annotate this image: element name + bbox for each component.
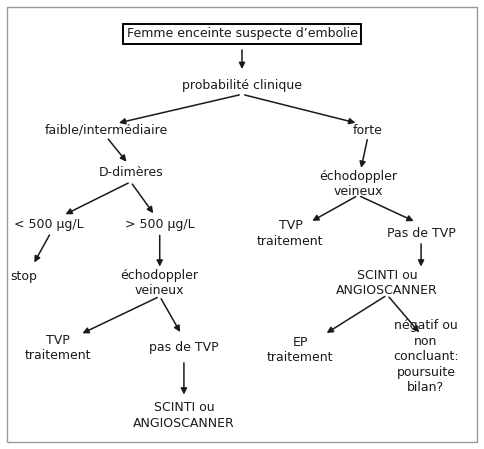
Text: SCINTI ou
ANGIOSCANNER: SCINTI ou ANGIOSCANNER [336,269,438,297]
Text: négatif ou
non
concluant:
poursuite
bilan?: négatif ou non concluant: poursuite bila… [393,319,459,395]
Text: Pas de TVP: Pas de TVP [387,227,455,240]
Text: SCINTI ou
ANGIOSCANNER: SCINTI ou ANGIOSCANNER [133,401,235,430]
Text: TVP
traitement: TVP traitement [25,334,91,362]
Text: faible/intermédiaire: faible/intermédiaire [45,124,168,136]
Text: > 500 μg/L: > 500 μg/L [125,218,195,231]
Text: échodoppler
veineux: échodoppler veineux [319,170,397,198]
Text: pas de TVP: pas de TVP [149,342,219,354]
Text: Femme enceinte suspecte d’embolie: Femme enceinte suspecte d’embolie [126,27,358,40]
Text: < 500 μg/L: < 500 μg/L [14,218,83,231]
Text: échodoppler
veineux: échodoppler veineux [121,269,199,297]
Text: D-dimères: D-dimères [98,167,163,179]
Text: probabilité clinique: probabilité clinique [182,79,302,92]
Text: TVP
traitement: TVP traitement [257,219,324,248]
Text: EP
traitement: EP traitement [267,336,333,365]
Text: stop: stop [11,270,38,282]
Text: forte: forte [353,124,383,136]
